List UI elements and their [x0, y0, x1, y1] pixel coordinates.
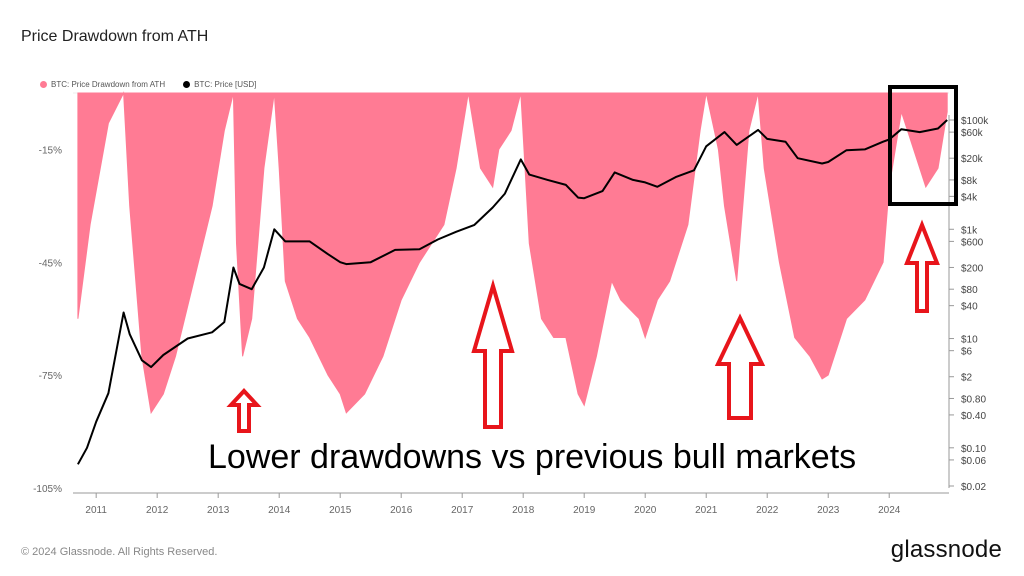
glassnode-logo: glassnode [890, 536, 1002, 563]
right-axis-tick: $10 [961, 335, 978, 346]
legend-swatch-drawdown [40, 81, 47, 88]
x-axis-tick: 2011 [85, 505, 107, 516]
x-axis-tick: 2013 [207, 505, 230, 516]
right-axis-tick: $0.06 [961, 456, 986, 467]
legend-swatch-price [183, 81, 191, 88]
x-axis-tick: 2016 [390, 505, 413, 516]
right-axis-tick: $0.10 [961, 444, 986, 455]
legend-label-price: BTC: Price [USD] [194, 80, 257, 89]
legend-item-price[interactable]: BTC: Price [USD] [183, 80, 256, 89]
right-axis-tick: $100k [961, 116, 989, 127]
x-axis-tick: 2012 [146, 505, 169, 516]
x-axis-tick: 2024 [878, 505, 901, 516]
right-axis-tick: $8k [961, 176, 978, 187]
right-axis-tick: $0.02 [961, 482, 986, 493]
x-axis-tick: 2019 [573, 505, 596, 516]
red-arrow [471, 278, 515, 429]
price-layer [77, 119, 948, 465]
right-axis-tick: $40 [961, 302, 978, 313]
left-axis-tick: -45% [39, 258, 62, 269]
right-axis-tick: $80 [961, 285, 978, 296]
chart-title: Price Drawdown from ATH [21, 28, 209, 45]
x-axis-tick: 2014 [268, 505, 291, 516]
right-axis-tick: $20k [961, 154, 984, 165]
axes-layer: -15%-45%-75%-105%$100k$60k$20k$8k$4k$1k$… [33, 115, 989, 516]
price-line [77, 119, 948, 465]
right-axis-tick: $0.80 [961, 394, 986, 405]
right-axis-tick: $60k [961, 128, 984, 139]
x-axis-tick: 2018 [512, 505, 535, 516]
x-axis-tick: 2017 [451, 505, 474, 516]
legend: BTC: Price Drawdown from ATH BTC: Price … [40, 80, 256, 89]
left-axis-tick: -15% [39, 145, 62, 156]
red-arrow [226, 388, 262, 433]
red-arrow [714, 313, 766, 420]
right-axis-tick: $2 [961, 373, 973, 384]
x-axis-tick: 2020 [634, 505, 657, 516]
annotation-text: Lower drawdowns vs previous bull markets [208, 438, 856, 476]
annotation-layer: Lower drawdowns vs previous bull markets [208, 85, 958, 476]
right-axis-tick: $6 [961, 347, 973, 358]
left-axis-tick: -75% [39, 371, 62, 382]
x-axis-tick: 2022 [756, 505, 779, 516]
x-axis-tick: 2021 [695, 505, 718, 516]
right-axis-tick: $600 [961, 237, 984, 248]
right-axis-tick: $1k [961, 225, 978, 236]
red-arrow [904, 219, 940, 313]
copyright-footer: © 2024 Glassnode. All Rights Reserved. [21, 546, 218, 558]
legend-label-drawdown: BTC: Price Drawdown from ATH [51, 80, 166, 89]
left-axis-tick: -105% [33, 484, 62, 495]
x-axis-tick: 2023 [817, 505, 840, 516]
drawdown-layer [77, 91, 948, 415]
right-axis-tick: $0.40 [961, 411, 986, 422]
legend-item-drawdown[interactable]: BTC: Price Drawdown from ATH [40, 80, 165, 89]
right-axis-tick: $200 [961, 263, 984, 274]
right-axis-tick: $4k [961, 192, 978, 203]
drawdown-area [77, 91, 948, 415]
highlight-box [888, 85, 958, 206]
x-axis-tick: 2015 [329, 505, 352, 516]
